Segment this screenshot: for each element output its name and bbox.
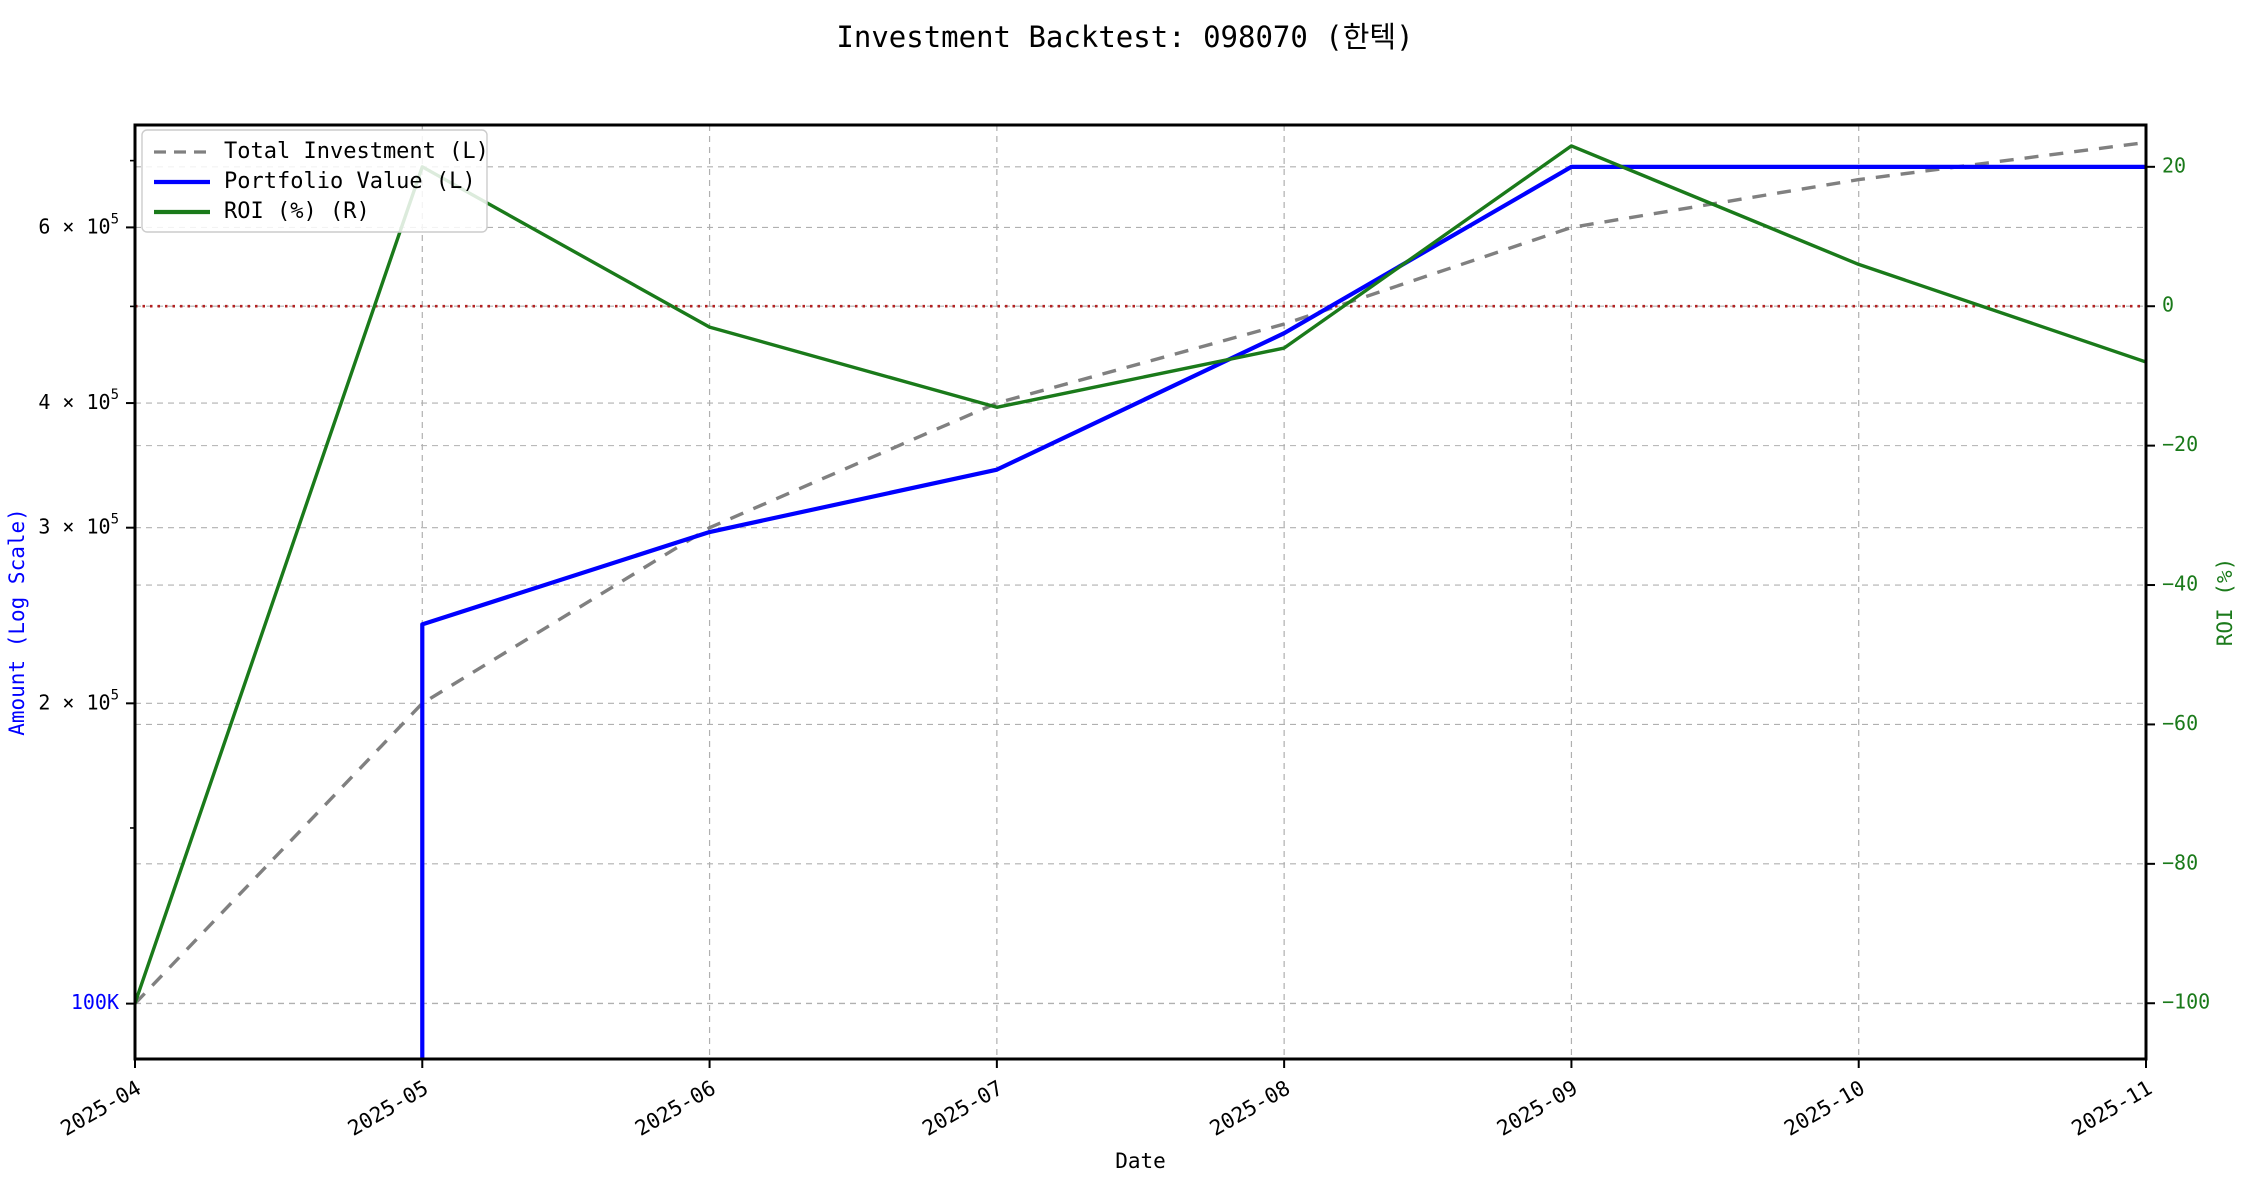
plot-border [133, 123, 2148, 1061]
x-tick-label: 2025-08 [1206, 1076, 1295, 1141]
series-line-3 [135, 144, 2146, 1004]
ticks-layer: 2025-04 2025-05 2025-06 2025-07 2025-08 2025-… [38, 153, 2210, 1140]
x-tick-label: 2025-11 [2067, 1076, 2156, 1141]
y-left-tick-label: 4 × 105 [38, 387, 119, 414]
axis-layer [133, 123, 2148, 1061]
x-tick-label: 2025-09 [1493, 1076, 1582, 1141]
grid-layer [134, 125, 2147, 1059]
y-left-tick-label: 2 × 105 [38, 687, 119, 714]
axis-labels-layer: Amount (Log Scale) ROI (%) Date [5, 508, 2237, 1173]
x-axis-title: Date [1115, 1149, 1166, 1173]
chart-legend[interactable]: Total Investment (L) Portfolio Value (L) R… [141, 129, 489, 233]
y-right-tick-label: −60 [2162, 711, 2198, 735]
series-line-1 [135, 140, 2146, 1005]
x-tick-label: 2025-07 [918, 1076, 1007, 1141]
x-tick-label: 2025-10 [1780, 1076, 1869, 1141]
x-tick-label: 2025-05 [344, 1076, 433, 1141]
y-left-tick-label: 6 × 105 [38, 211, 119, 238]
y-right-tick-label: 20 [2162, 153, 2186, 177]
chart-title: Investment Backtest: 098070 (한텍) [836, 20, 1414, 54]
series-line-2 [420, 164, 2146, 1059]
x-tick-label: 2025-06 [631, 1076, 720, 1141]
y-right-tick-label: −20 [2162, 432, 2198, 456]
y-right-tick-label: −80 [2162, 850, 2198, 874]
y-right-tick-label: 0 [2162, 293, 2174, 317]
y-left-tick-label: 100K [71, 990, 119, 1014]
y-right-tick-label: −40 [2162, 572, 2198, 596]
legend-box [141, 129, 488, 233]
y-left-axis-title: Amount (Log Scale) [5, 508, 29, 736]
y-right-axis-title: ROI (%) [2213, 558, 2237, 647]
legend-label-1: Total Investment (L) [224, 139, 489, 164]
x-tick-label: 2025-04 [56, 1076, 145, 1141]
legend-label-3: ROI (%) (R) [224, 199, 370, 224]
y-right-tick-label: −100 [2162, 990, 2210, 1014]
legend-label-2: Portfolio Value (L) [224, 169, 476, 194]
series-layer [135, 140, 2146, 1059]
y-left-tick-label: 3 × 105 [38, 512, 119, 539]
